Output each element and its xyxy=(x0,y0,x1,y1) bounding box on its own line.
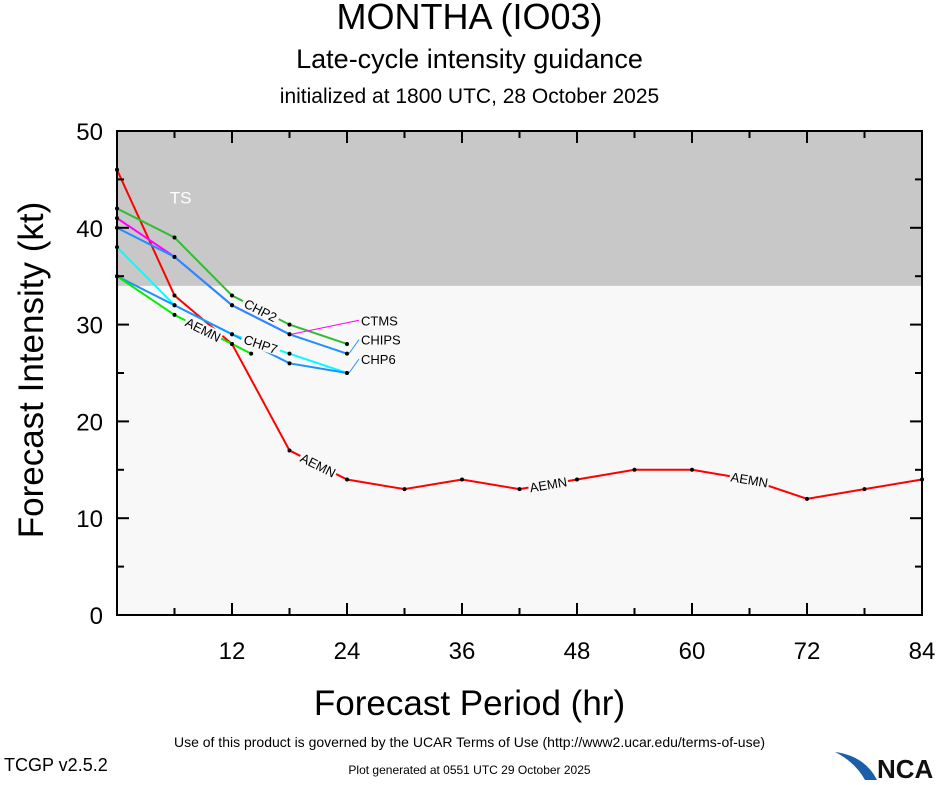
data-point xyxy=(287,361,292,366)
data-point xyxy=(460,477,464,482)
series-label: CHIPS xyxy=(361,333,401,348)
chart-subtitle: Late-cycle intensity guidance xyxy=(296,44,643,74)
y-tick-label: 10 xyxy=(76,506,103,533)
data-point xyxy=(172,303,177,308)
series-label-gap xyxy=(239,331,282,357)
generated-time: Plot generated at 0551 UTC 29 October 20… xyxy=(348,763,591,777)
data-point xyxy=(172,293,177,298)
x-tick-label: 48 xyxy=(564,638,591,665)
data-point xyxy=(345,371,349,375)
series-label-gap xyxy=(297,450,339,480)
data-point xyxy=(690,467,694,472)
data-point xyxy=(632,467,637,472)
band-label: TS xyxy=(170,189,192,208)
series-label-gap xyxy=(728,470,771,489)
data-point xyxy=(345,351,349,356)
data-point xyxy=(172,312,177,317)
data-point xyxy=(249,351,254,356)
x-tick-label: 84 xyxy=(909,638,936,665)
x-tick-label: 24 xyxy=(334,638,361,665)
svg-text:NCAR: NCAR xyxy=(877,754,935,780)
x-axis-label: Forecast Period (hr) xyxy=(313,684,626,723)
data-point xyxy=(230,293,234,298)
series-label: CHP6 xyxy=(361,352,396,367)
series-label: AEMN xyxy=(730,469,770,490)
x-tick-label: 12 xyxy=(219,638,246,665)
y-tick-label: 20 xyxy=(76,409,103,436)
y-tick-label: 30 xyxy=(76,313,103,340)
version-label: TCGP v2.5.2 xyxy=(4,755,108,775)
data-point xyxy=(402,487,407,492)
terms-of-use: Use of this product is governed by the U… xyxy=(173,734,766,750)
data-point xyxy=(230,332,234,337)
y-tick-label: 0 xyxy=(90,603,103,630)
data-point xyxy=(287,351,292,356)
series-label: CTMS xyxy=(361,313,398,328)
data-point xyxy=(517,487,522,492)
x-tick-label: 36 xyxy=(449,638,476,665)
x-tick-label: 72 xyxy=(794,638,821,665)
series-label-leader xyxy=(348,358,360,374)
series-label-gap xyxy=(240,295,282,325)
data-point xyxy=(345,341,349,346)
data-point xyxy=(172,254,177,259)
ncar-logo: NCAR xyxy=(835,752,939,785)
chart-title: MONTHA (IO03) xyxy=(336,0,603,37)
data-point xyxy=(287,322,292,327)
data-point xyxy=(230,341,234,346)
data-point xyxy=(172,235,177,240)
data-point xyxy=(345,477,349,482)
series-label-gap xyxy=(182,315,224,344)
intensity-band xyxy=(117,131,922,286)
y-tick-label: 40 xyxy=(76,216,103,243)
series-label-leader xyxy=(291,319,360,335)
data-point xyxy=(230,303,234,308)
data-point xyxy=(287,332,292,337)
series-label-gap xyxy=(527,475,569,494)
x-tick-label: 60 xyxy=(679,638,706,665)
chart-init-time: initialized at 1800 UTC, 28 October 2025 xyxy=(279,85,660,108)
y-axis-label: Forecast Intensity (kt) xyxy=(12,201,51,539)
y-tick-label: 50 xyxy=(76,119,103,146)
data-point xyxy=(287,448,292,453)
series-label-leader xyxy=(348,339,360,354)
data-point xyxy=(575,477,579,482)
series-label: AEMN xyxy=(529,474,569,495)
data-point xyxy=(862,487,867,492)
data-point xyxy=(805,496,809,501)
